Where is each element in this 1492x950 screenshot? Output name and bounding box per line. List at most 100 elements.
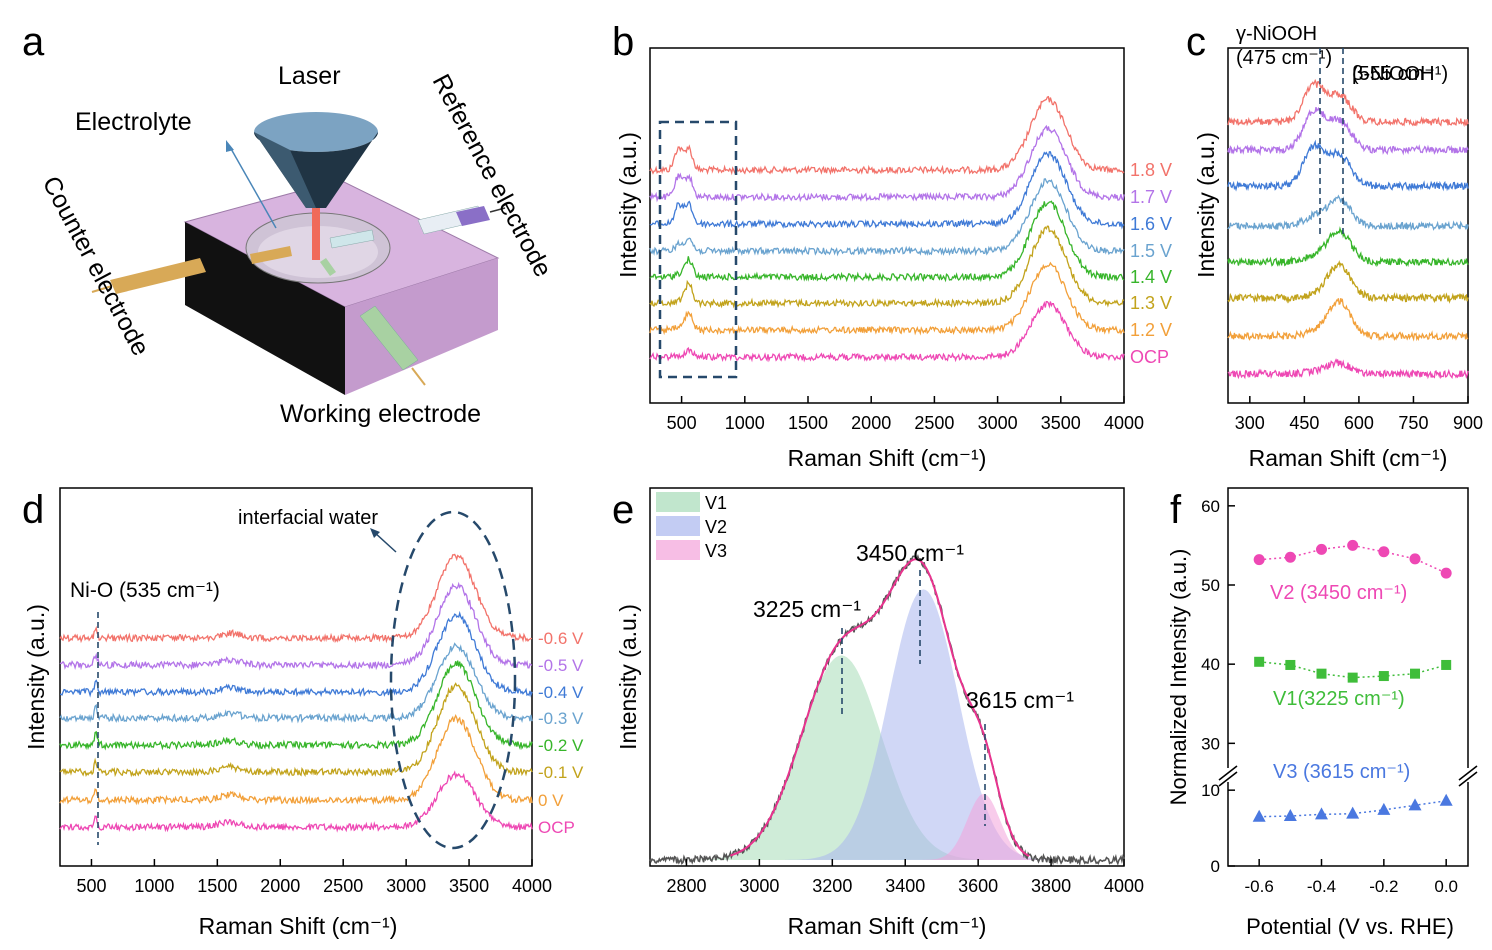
panel-b-series-label: 1.2 V	[1130, 320, 1172, 340]
panel-e-xtick-label: 3200	[812, 876, 852, 896]
panel-letter-d: d	[22, 488, 44, 532]
panel-d-xtick-label: 1500	[197, 876, 237, 896]
panel-c-xtick-label: 900	[1453, 413, 1483, 433]
panel-c-beta-label: β-NiOOH	[1352, 63, 1435, 85]
panel-a-schematic: Laser Electrolyte Working electrode Coun…	[37, 62, 557, 428]
panel-d-series-label: OCP	[538, 818, 575, 837]
box-front-left	[185, 222, 345, 395]
panel-c-series-2	[1227, 139, 1469, 192]
box-front-right	[345, 258, 498, 395]
panel-e-xtick-label: 3800	[1031, 876, 1071, 896]
panel-f-point	[1378, 671, 1389, 682]
panel-f-point	[1283, 808, 1297, 821]
panel-f-point	[1439, 793, 1453, 806]
panel-c-xtick-label: 750	[1398, 413, 1428, 433]
panel-letter-c: c	[1186, 20, 1206, 64]
panel-f-xtick-label: 0.0	[1434, 877, 1458, 896]
panel-e-xtick-label: 2800	[666, 876, 706, 896]
panel-e-xlabel: Raman Shift (cm⁻¹)	[788, 913, 987, 939]
panel-letter-f: f	[1170, 488, 1182, 532]
panel-d-xlabel: Raman Shift (cm⁻¹)	[199, 913, 398, 939]
panel-b-series-3	[649, 178, 1125, 257]
label-laser: Laser	[278, 62, 341, 90]
panel-b-frame	[649, 47, 1125, 404]
panel-b-xtick-label: 1500	[788, 413, 828, 433]
panel-b-series-label: 1.8 V	[1130, 160, 1172, 180]
panel-e-xtick-label: 3400	[885, 876, 925, 896]
panel-c-chart: 300 450 600 750 900 γ-NiOOH (475 cm⁻¹) β-NiO…	[1193, 23, 1483, 471]
electrolyte-arrow	[229, 146, 277, 229]
panel-f-break-left-2	[1218, 771, 1238, 787]
panel-b-xtick-label: 2500	[914, 413, 954, 433]
panel-f-frame	[1227, 487, 1469, 867]
panel-f-point	[1285, 659, 1296, 670]
panel-f-break-right-2	[1458, 771, 1478, 787]
panel-b-series-0	[649, 95, 1125, 176]
panel-f-point	[1378, 546, 1390, 558]
panel-e-chart: 2800 3000 3200 3400 3600 3800 4000 V1 V2 V3 3225…	[615, 487, 1144, 939]
panel-b-series-4	[649, 200, 1125, 283]
working-rod	[359, 305, 419, 371]
label-counter: Counter electrode	[37, 172, 155, 361]
panel-f-break-mask-right	[1460, 768, 1478, 782]
panel-e-annot-3615: 3615 cm⁻¹	[966, 687, 1074, 713]
panel-f-break-left-1	[1218, 765, 1238, 781]
panel-f-label-v3: V3 (3615 cm⁻¹)	[1273, 761, 1410, 783]
panel-f-xtick-label: -0.6	[1245, 877, 1274, 896]
panel-b-ylabel: Intensity (a.u.)	[615, 132, 641, 278]
panel-b-series-6	[649, 261, 1125, 336]
panel-c-xtick-label: 300	[1235, 413, 1265, 433]
panel-d-series-label: -0.3 V	[538, 709, 584, 728]
panel-e-legend-label: V1	[705, 493, 727, 513]
panel-d-series-label: -0.6 V	[538, 629, 584, 648]
panel-f-label-v2: V2 (3450 cm⁻¹)	[1270, 582, 1407, 604]
panel-c-series-6	[1227, 298, 1469, 342]
panel-b-series-label: 1.4 V	[1130, 267, 1172, 287]
laser-cone-top	[254, 112, 378, 152]
panel-d-series-6	[59, 714, 533, 806]
panel-e-component-V1	[681, 655, 1002, 860]
panel-f-point	[1347, 539, 1359, 551]
panel-d-series-2	[60, 610, 533, 698]
panel-c-ylabel: Intensity (a.u.)	[1193, 132, 1219, 278]
panel-d-series-0	[59, 553, 533, 644]
panel-e-legend-swatch-V2	[656, 516, 700, 536]
panel-f-point	[1408, 798, 1422, 811]
panel-f-chart: -0.6 -0.4 -0.2 0.0 0 10 30 40 50 60 V2 (3450 cm⁻¹…	[1166, 487, 1478, 939]
panel-d-series-label: -0.5 V	[538, 656, 584, 675]
panel-f-break-mask-left	[1218, 768, 1236, 782]
reference-rod-tip	[456, 206, 490, 226]
panel-b-series-label: 1.7 V	[1130, 187, 1172, 207]
panel-f-xlabel: Potential (V vs. RHE)	[1246, 914, 1454, 939]
panel-c-xlabel: Raman Shift (cm⁻¹)	[1249, 445, 1448, 471]
counter-rod	[110, 258, 206, 294]
panel-b-xtick-label: 500	[667, 413, 697, 433]
cone-highlight	[254, 132, 316, 208]
panel-e-ylabel: Intensity (a.u.)	[615, 604, 641, 750]
panel-b-series-label: 1.6 V	[1130, 214, 1172, 234]
reference-inner	[329, 229, 375, 249]
panel-d-xtick-label: 1000	[134, 876, 174, 896]
panel-f-ytick-label: 40	[1201, 655, 1220, 674]
panel-f-xtick-label: -0.4	[1307, 877, 1336, 896]
working-wire	[411, 367, 426, 386]
panel-b-xtick-label: 2000	[851, 413, 891, 433]
panel-b-series-label: OCP	[1130, 347, 1169, 367]
panel-d-xtick-label: 3000	[386, 876, 426, 896]
panel-b-series-5	[649, 225, 1125, 309]
panel-f-ytick-label: 30	[1201, 734, 1220, 753]
laser-beam	[312, 208, 320, 260]
panel-d-series-1	[59, 581, 533, 671]
panel-f-point	[1315, 807, 1329, 820]
label-electrolyte: Electrolyte	[75, 108, 192, 136]
panel-b-chart: 500 1000 1500 2000 2500 3000 3500 4000 1.8 V 1.7…	[615, 47, 1172, 471]
panel-d-xtick-label: 3500	[449, 876, 489, 896]
panel-c-series-1	[1227, 106, 1469, 156]
panel-c-xtick-label: 450	[1289, 413, 1319, 433]
panel-d-series-4	[59, 660, 533, 751]
panel-c-gamma-label: γ-NiOOH	[1236, 23, 1317, 45]
panel-d-series-7	[59, 770, 533, 833]
panel-c-series-4	[1227, 226, 1469, 268]
panel-f-point	[1284, 551, 1296, 563]
